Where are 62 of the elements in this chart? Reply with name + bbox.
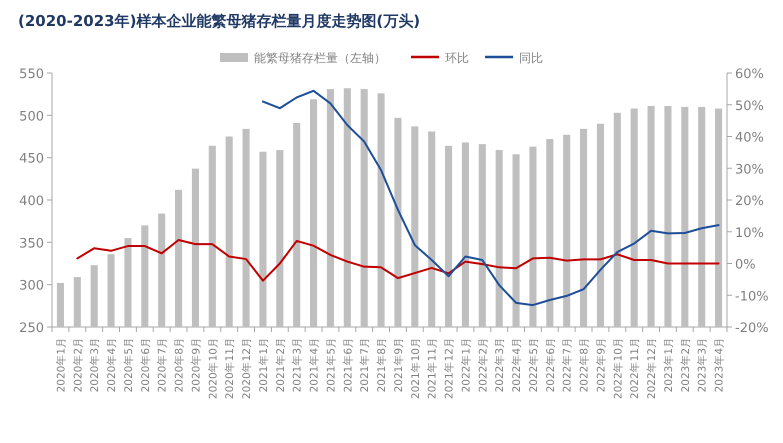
x-tick-label: 2020年11月 — [224, 337, 236, 400]
x-tick-label: 2022年2月 — [477, 337, 490, 392]
y2-tick-label: 50% — [735, 98, 764, 114]
x-tick-label: 2020年6月 — [140, 337, 152, 392]
x-tick-label: 2021年10月 — [410, 337, 422, 400]
legend-label: 同比 — [519, 51, 543, 65]
x-tick-label: 2022年1月 — [460, 337, 472, 392]
x-tick-label: 2022年10月 — [612, 337, 624, 400]
x-tick-label: 2021年4月 — [308, 337, 321, 392]
line-series — [262, 90, 720, 306]
x-tick-label: 2022年9月 — [595, 337, 608, 392]
x-tick-label: 2021年12月 — [444, 337, 456, 400]
x-tick-label: 2021年6月 — [342, 337, 354, 392]
x-tick-label: 2020年7月 — [156, 337, 169, 392]
x-tick-label: 2020年2月 — [72, 337, 84, 392]
x-tick-label: 2021年11月 — [426, 337, 439, 400]
x-tick-label: 2023年2月 — [680, 337, 692, 392]
x-tick-label: 2020年5月 — [122, 337, 135, 392]
x-tick-label: 2020年4月 — [106, 337, 118, 392]
x-tick-label: 2022年8月 — [578, 337, 591, 392]
x-tick-label: 2021年1月 — [258, 337, 270, 392]
y-tick-label: 450 — [19, 152, 44, 167]
y2-tick-label: 60% — [735, 67, 764, 82]
x-tick-label: 2020年10月 — [207, 337, 220, 400]
legend-label: 环比 — [445, 51, 469, 65]
x-tick-label: 2020年8月 — [174, 337, 186, 392]
x-tick-label: 2020年12月 — [241, 337, 254, 400]
x-tick-label: 2022年7月 — [562, 337, 574, 392]
x-tick-label: 2022年11月 — [629, 337, 642, 400]
x-tick-label: 2020年9月 — [190, 337, 202, 392]
y2-tick-label: 10% — [735, 226, 764, 241]
x-tick-label: 2020年3月 — [89, 337, 102, 392]
y-tick-label: 350 — [19, 236, 44, 252]
y-tick-label: 400 — [19, 194, 44, 209]
y2-tick-label: 20% — [735, 194, 764, 209]
x-tick-label: 2022年3月 — [494, 337, 506, 392]
legend-label: 能繁母猪存栏量（左轴） — [254, 51, 386, 65]
y2-tick-label: -10% — [735, 289, 769, 304]
x-tick-label: 2020年1月 — [55, 337, 68, 392]
line-series — [76, 239, 720, 282]
x-tick-label: 2022年4月 — [511, 337, 524, 392]
x-tick-label: 2022年6月 — [544, 337, 557, 392]
chart-title: (2020-2023年)样本企业能繁母猪存栏量月度走势图(万头) — [18, 12, 420, 30]
x-tick-label: 2023年3月 — [696, 337, 709, 392]
x-tick-label: 2021年5月 — [325, 337, 338, 392]
x-tick-label: 2023年1月 — [662, 337, 675, 392]
y-tick-label: 550 — [19, 67, 44, 82]
x-tick-label: 2021年3月 — [292, 337, 304, 392]
y2-tick-label: 40% — [735, 130, 764, 146]
x-tick-label: 2023年4月 — [714, 337, 726, 392]
x-tick-label: 2022年12月 — [646, 337, 658, 400]
x-tick-label: 2022年5月 — [528, 337, 540, 392]
y2-tick-label: 30% — [735, 162, 764, 178]
y-tick-label: 300 — [19, 278, 44, 294]
y-tick-label: 250 — [19, 321, 44, 336]
x-tick-label: 2021年7月 — [359, 337, 372, 392]
x-tick-label: 2021年9月 — [392, 337, 405, 392]
y2-tick-label: -20% — [735, 321, 769, 336]
y2-tick-label: 0% — [735, 258, 756, 272]
x-tick-label: 2021年2月 — [274, 337, 287, 392]
x-tick-label: 2021年8月 — [376, 337, 388, 392]
y-tick-label: 500 — [19, 109, 44, 124]
